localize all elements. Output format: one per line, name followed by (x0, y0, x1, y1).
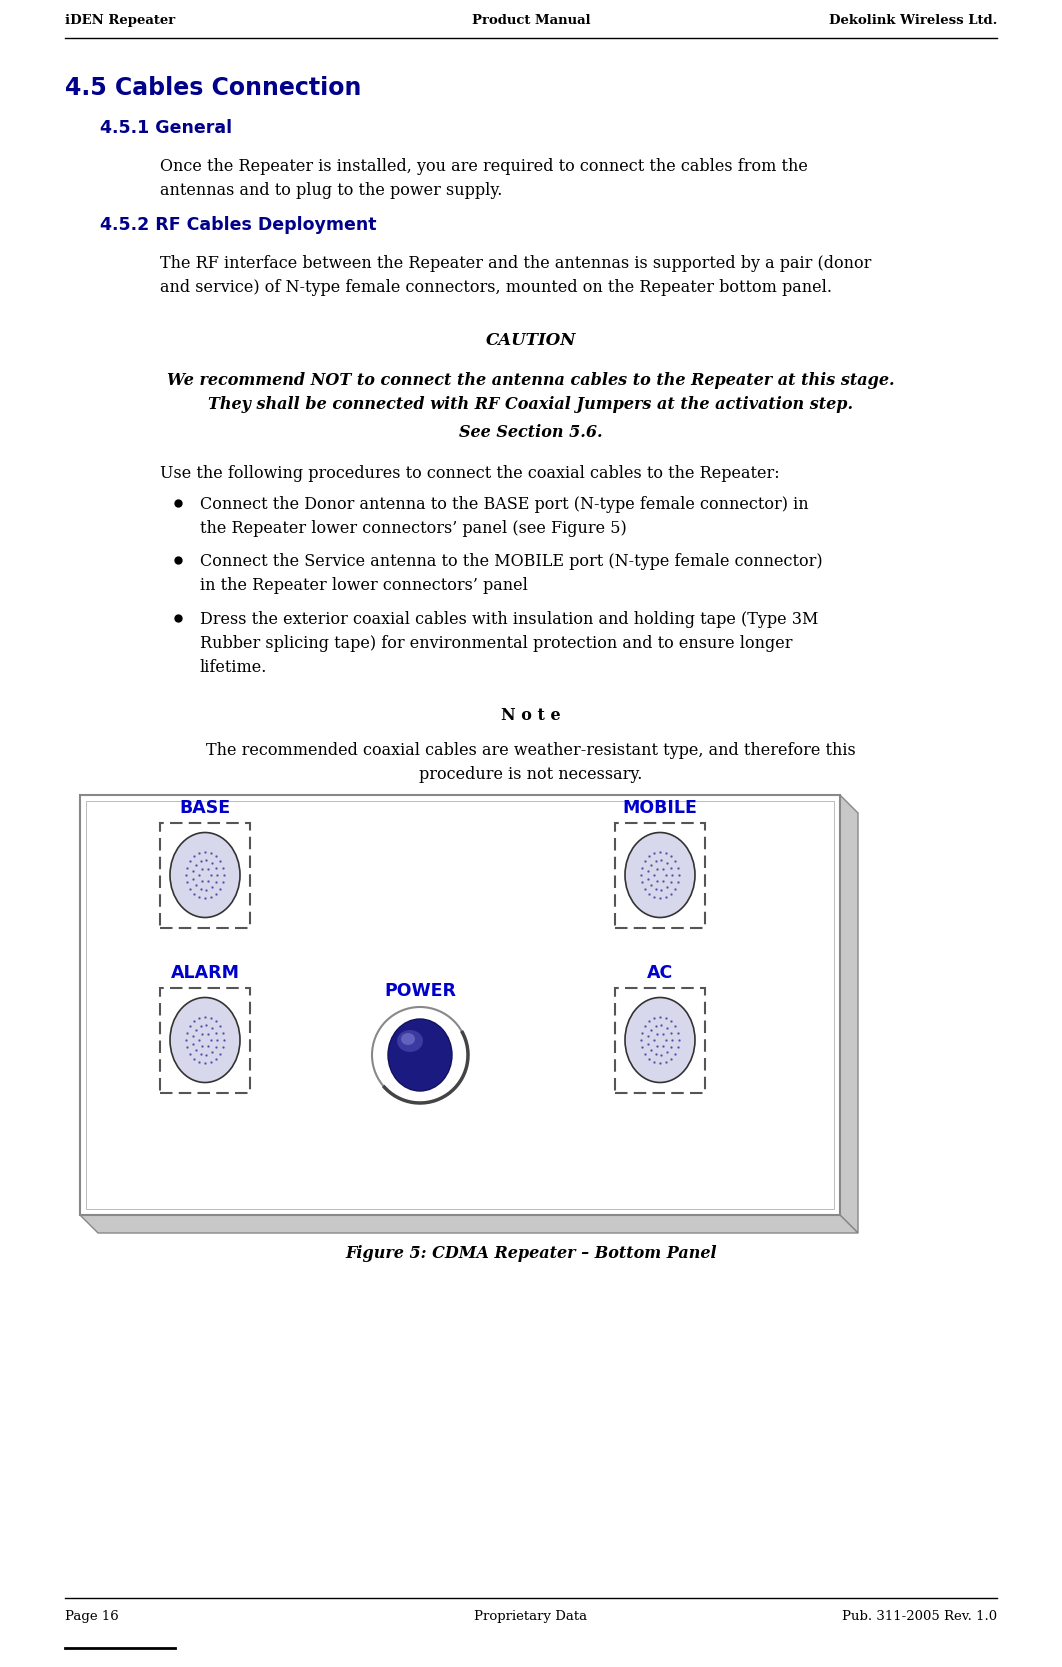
Bar (615, 822, 705, 927)
Text: Product Manual: Product Manual (472, 13, 590, 27)
Ellipse shape (626, 832, 695, 917)
Text: Proprietary Data: Proprietary Data (475, 1610, 587, 1622)
Text: AC: AC (647, 964, 673, 982)
Text: Page 16: Page 16 (65, 1610, 119, 1622)
Text: BASE: BASE (179, 798, 230, 817)
Polygon shape (840, 795, 858, 1234)
Text: CAUTION: CAUTION (485, 332, 577, 348)
Text: iDEN Repeater: iDEN Repeater (65, 13, 175, 27)
Bar (160, 987, 250, 1092)
Ellipse shape (388, 1019, 452, 1090)
Ellipse shape (170, 997, 240, 1082)
Bar (160, 822, 250, 927)
Text: Use the following procedures to connect the coaxial cables to the Repeater:: Use the following procedures to connect … (160, 465, 780, 482)
Text: Connect the Service antenna to the MOBILE port (N-type female connector)
in the : Connect the Service antenna to the MOBIL… (200, 553, 823, 593)
Bar (86, 802, 834, 1209)
Ellipse shape (397, 1030, 423, 1052)
Text: Dress the exterior coaxial cables with insulation and holding tape (Type 3M
Rubb: Dress the exterior coaxial cables with i… (200, 612, 819, 677)
Text: 4.5.1 General: 4.5.1 General (100, 118, 233, 137)
Text: Dekolink Wireless Ltd.: Dekolink Wireless Ltd. (828, 13, 997, 27)
Text: Figure 5: CDMA Repeater – Bottom Panel: Figure 5: CDMA Repeater – Bottom Panel (345, 1245, 717, 1262)
Ellipse shape (401, 1034, 415, 1045)
Circle shape (372, 1007, 468, 1104)
Text: MOBILE: MOBILE (622, 798, 698, 817)
Text: Pub. 311-2005 Rev. 1.0: Pub. 311-2005 Rev. 1.0 (842, 1610, 997, 1622)
Text: Once the Repeater is installed, you are required to connect the cables from the
: Once the Repeater is installed, you are … (160, 158, 808, 198)
Text: We recommend NOT to connect the antenna cables to the Repeater at this stage.
Th: We recommend NOT to connect the antenna … (167, 372, 895, 413)
Text: The RF interface between the Repeater and the antennas is supported by a pair (d: The RF interface between the Repeater an… (160, 255, 872, 297)
Text: POWER: POWER (384, 982, 456, 1000)
Text: N o t e: N o t e (501, 707, 561, 723)
Text: ALARM: ALARM (171, 964, 240, 982)
Bar (80, 795, 840, 1215)
Text: Connect the Donor antenna to the BASE port (N-type female connector) in
the Repe: Connect the Donor antenna to the BASE po… (200, 497, 808, 537)
Ellipse shape (626, 997, 695, 1082)
Bar (615, 987, 705, 1092)
Polygon shape (80, 1215, 858, 1234)
Text: 4.5.2 RF Cables Deployment: 4.5.2 RF Cables Deployment (100, 217, 377, 233)
Text: 4.5 Cables Connection: 4.5 Cables Connection (65, 77, 361, 100)
Ellipse shape (170, 832, 240, 917)
Text: See Section 5.6.: See Section 5.6. (459, 423, 603, 440)
Text: The recommended coaxial cables are weather-resistant type, and therefore this
pr: The recommended coaxial cables are weath… (206, 742, 856, 783)
